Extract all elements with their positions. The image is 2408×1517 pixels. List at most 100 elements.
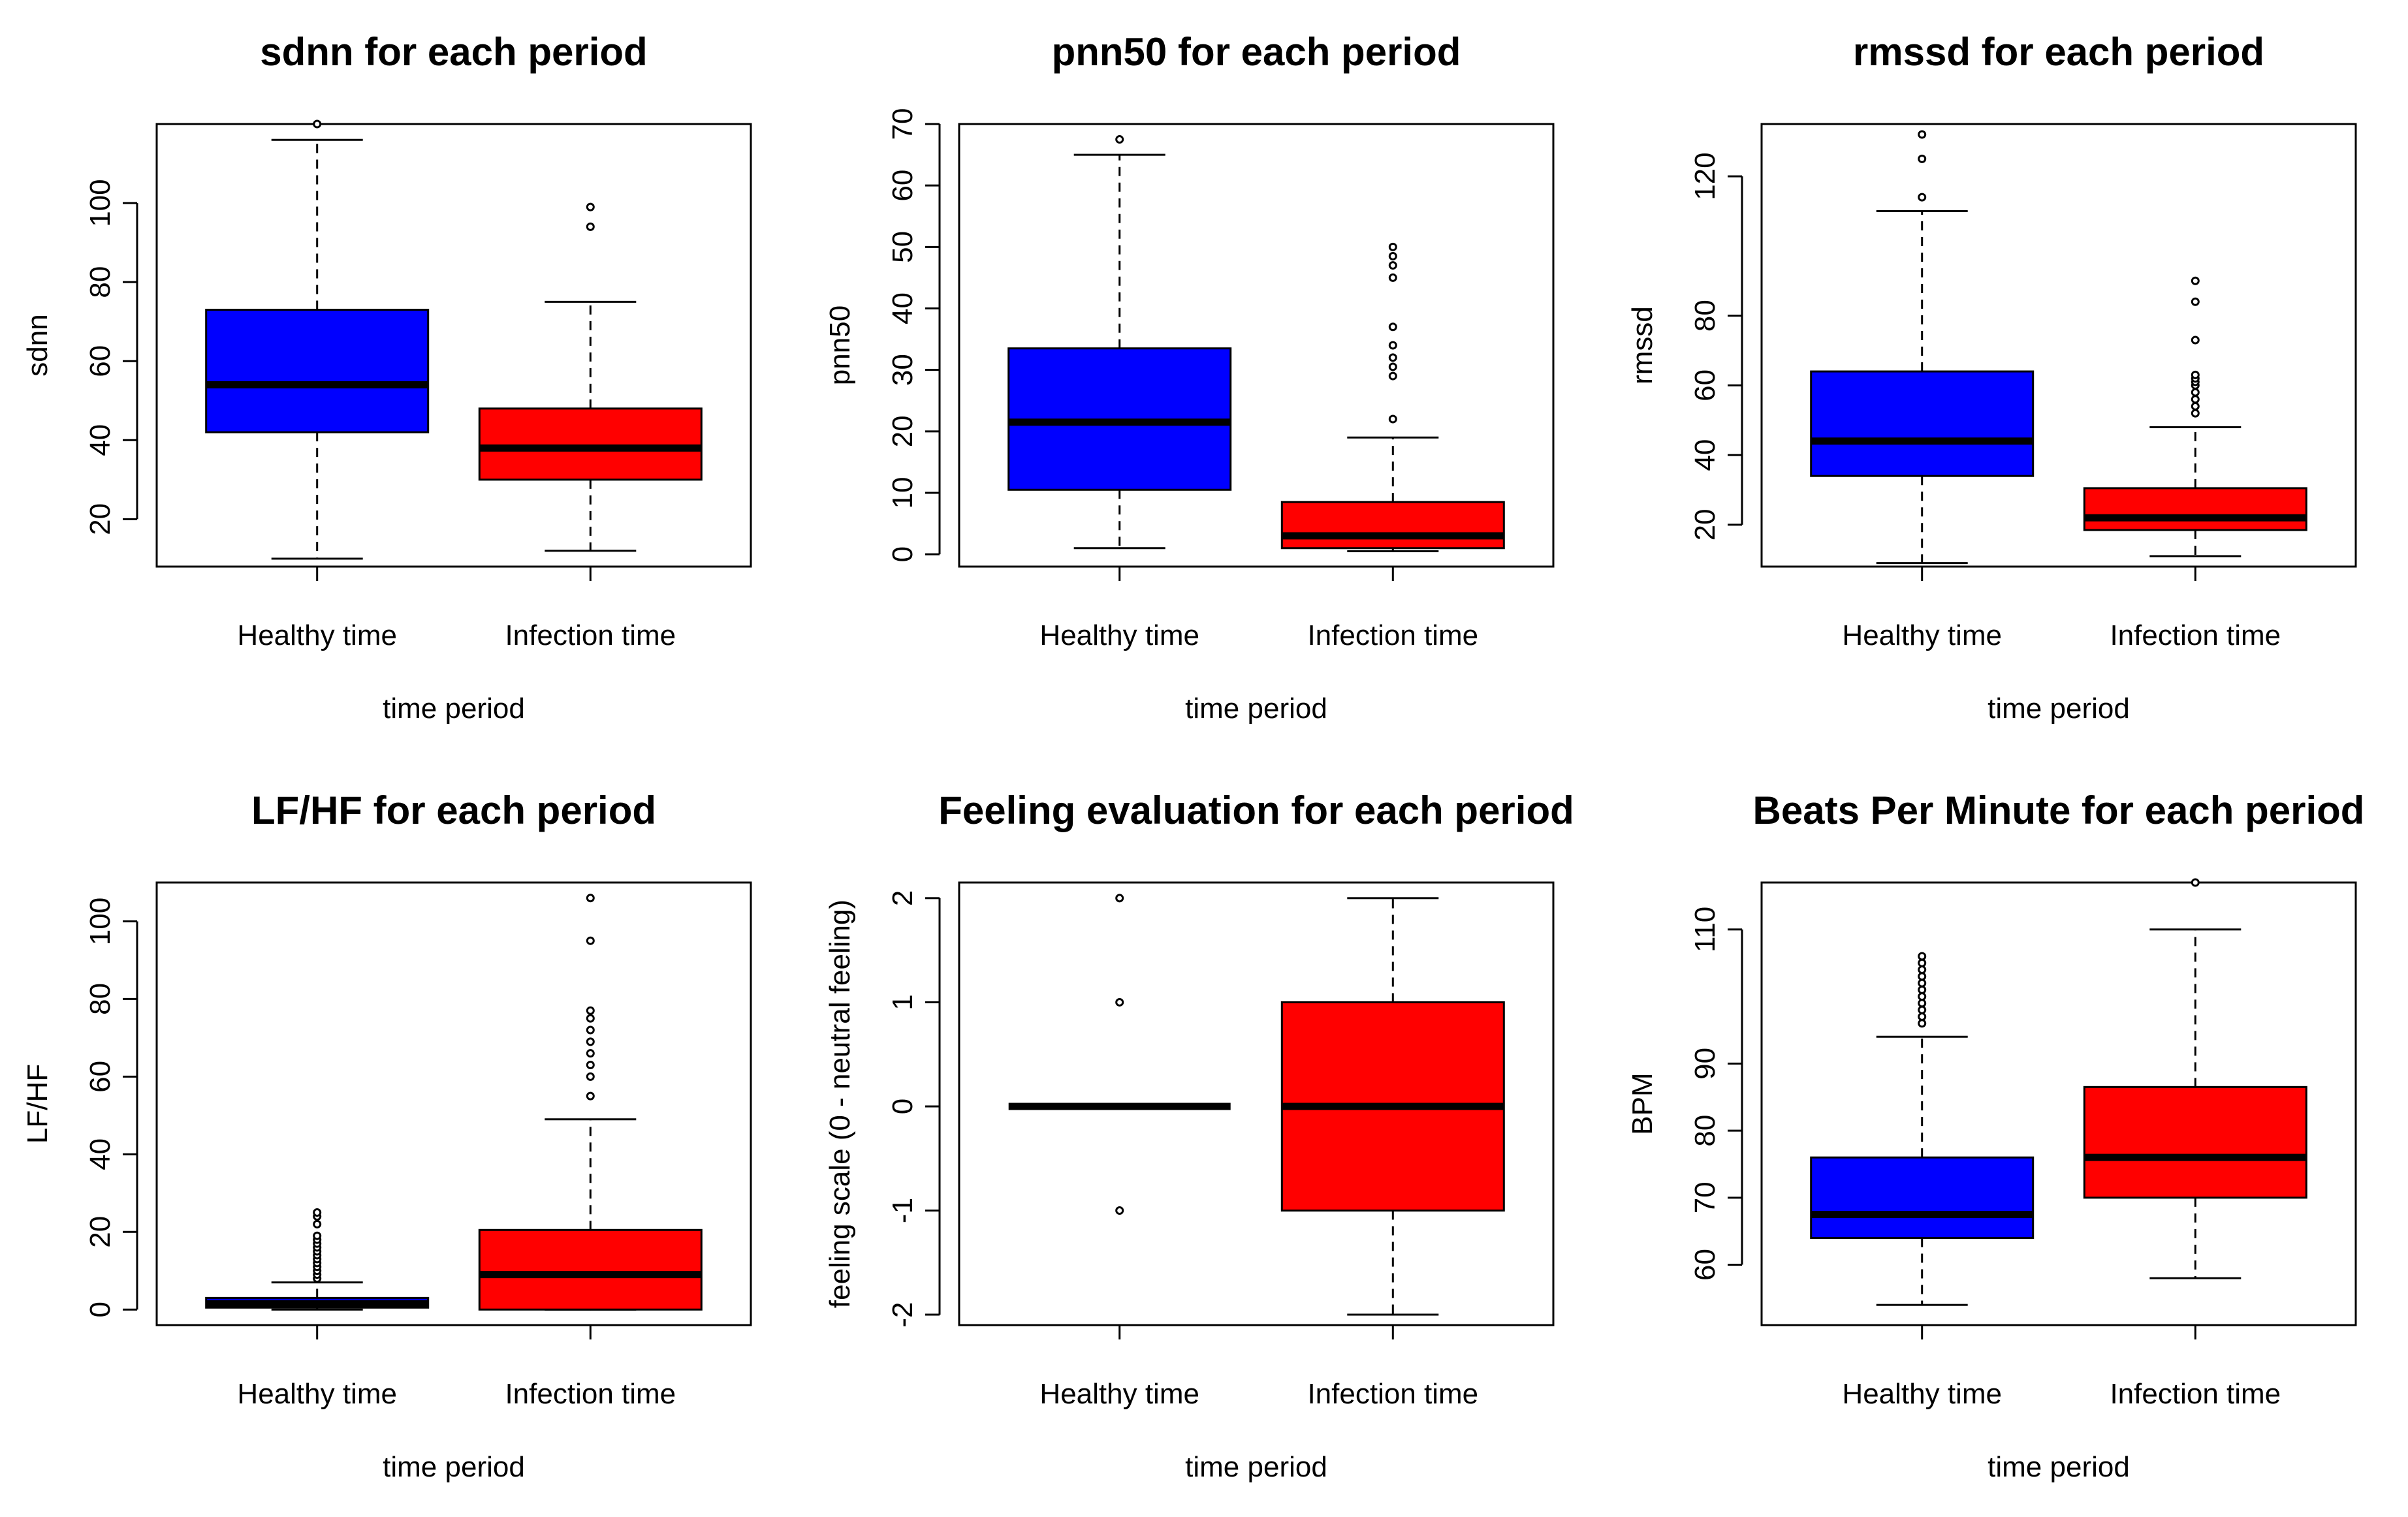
outlier-point — [1115, 997, 1124, 1007]
outlier-point — [1918, 1012, 1927, 1021]
x-tick-label: Infection time — [505, 619, 676, 651]
outlier-point — [586, 894, 595, 903]
x-axis-label: time period — [1185, 693, 1327, 725]
x-tick-label: Infection time — [2110, 1378, 2281, 1410]
outlier-point — [2191, 388, 2200, 397]
feeling-boxplot: Feeling evaluation for each period -2 -1 0 1… — [824, 789, 1574, 1483]
y-tick-label: 30 — [887, 354, 919, 386]
infection-box-group: Infection time — [2083, 878, 2307, 1410]
outlier-point — [1115, 894, 1124, 903]
rmssd-boxplot: rmssd for each period 20 40 60 80 120 rmssd tim… — [1626, 30, 2357, 725]
healthy-box-group: Healthy time — [1007, 135, 1232, 651]
y-axis-label: LF/HF — [22, 1064, 54, 1144]
outlier-point — [1918, 1005, 1927, 1014]
x-tick-label: Healthy time — [237, 619, 397, 651]
plot-frame — [1760, 881, 2357, 1326]
outlier-point — [2191, 336, 2200, 345]
outlier-point — [1918, 1019, 1927, 1028]
y-tick-label: 70 — [1689, 1181, 1721, 1213]
y-tick-label: -1 — [887, 1198, 919, 1223]
chart-title: Feeling evaluation for each period — [938, 789, 1574, 832]
outlier-point — [586, 1049, 595, 1058]
plot-frame — [958, 123, 1555, 568]
x-tick-label: Infection time — [2110, 619, 2281, 651]
outlier-point — [1918, 193, 1927, 202]
outlier-point — [586, 1072, 595, 1081]
outlier-point — [1918, 972, 1927, 981]
outlier-point — [1388, 273, 1397, 282]
infection-box-group: Infection time — [1280, 242, 1505, 651]
y-tick-label: 40 — [84, 1138, 116, 1170]
outlier-point — [1918, 952, 1927, 961]
pnn50-boxplot: pnn50 for each period 0 10 20 30 40 50 60 70 pnn5… — [824, 30, 1555, 725]
outlier-point — [1388, 261, 1397, 270]
outlier-point — [1918, 958, 1927, 967]
outlier-point — [586, 1014, 595, 1023]
x-tick-label: Healthy time — [1842, 1378, 2002, 1410]
y-tick-label: -2 — [887, 1302, 919, 1327]
outlier-point — [1388, 341, 1397, 350]
iqr-box — [478, 1228, 703, 1311]
outlier-point — [1918, 154, 1927, 163]
infection-box-group: Infection time — [478, 202, 703, 651]
outlier-point — [586, 1091, 595, 1101]
y-tick-label: 0 — [84, 1302, 116, 1317]
outlier-point — [586, 1037, 595, 1046]
iqr-box — [2083, 1086, 2307, 1199]
y-tick-label: 60 — [84, 1061, 116, 1093]
y-tick-label: 100 — [84, 179, 116, 227]
outlier-point — [1918, 978, 1927, 988]
infection-box-group: Infection time — [2083, 276, 2307, 651]
y-tick-label: 40 — [1689, 439, 1721, 471]
outlier-point — [586, 1025, 595, 1035]
iqr-box — [205, 309, 430, 433]
chart-title: rmssd for each period — [1853, 30, 2264, 74]
outlier-point — [1115, 1206, 1124, 1215]
outlier-point — [1388, 242, 1397, 251]
y-tick-label: 100 — [84, 898, 116, 945]
outlier-point — [1388, 322, 1397, 332]
outlier-point — [1388, 371, 1397, 381]
sdnn-boxplot: sdnn for each period 20 40 60 80 100 sdnn time … — [22, 30, 752, 725]
x-tick-label: Infection time — [1307, 1378, 1478, 1410]
x-tick-label: Healthy time — [1039, 1378, 1199, 1410]
y-axis-label: feeling scale (0 - neutral feeling) — [824, 899, 856, 1308]
y-tick-label: 60 — [887, 170, 919, 202]
y-tick-label: 60 — [84, 345, 116, 377]
y-tick-label: 0 — [887, 1099, 919, 1114]
x-tick-label: Healthy time — [1039, 619, 1199, 651]
y-tick-label: 50 — [887, 231, 919, 263]
y-tick-label: 120 — [1689, 152, 1721, 200]
outlier-point — [586, 1061, 595, 1070]
outlier-point — [1388, 251, 1397, 260]
y-tick-label: 20 — [1689, 508, 1721, 540]
healthy-box-group: Healthy time — [205, 119, 430, 651]
outlier-point — [1388, 353, 1397, 362]
outlier-point — [1918, 992, 1927, 1001]
y-tick-label: 60 — [1689, 369, 1721, 401]
x-tick-label: Infection time — [1307, 619, 1478, 651]
x-axis-label: time period — [1185, 1451, 1327, 1483]
outlier-point — [586, 936, 595, 945]
outlier-point — [313, 1208, 322, 1217]
iqr-box — [478, 407, 703, 481]
plot-frame — [155, 123, 752, 568]
iqr-box — [1280, 501, 1505, 550]
outlier-point — [313, 119, 322, 129]
y-tick-label: 2 — [887, 890, 919, 906]
x-tick-label: Healthy time — [237, 1378, 397, 1410]
iqr-box — [1810, 1156, 2035, 1239]
outlier-point — [586, 222, 595, 231]
y-tick-label: 20 — [84, 1216, 116, 1248]
x-axis-label: time period — [1988, 1451, 2130, 1483]
healthy-box-group: Healthy time — [205, 1208, 430, 1410]
chart-title: pnn50 for each period — [1052, 30, 1461, 74]
healthy-box-group: Healthy time — [1810, 130, 2035, 651]
y-tick-label: 10 — [887, 477, 919, 509]
healthy-box-group: Healthy time — [1008, 894, 1231, 1410]
outlier-point — [1115, 135, 1124, 144]
outlier-point — [2191, 401, 2200, 411]
y-tick-label: 90 — [1689, 1048, 1721, 1080]
chart-title: Beats Per Minute for each period — [1753, 789, 2365, 832]
